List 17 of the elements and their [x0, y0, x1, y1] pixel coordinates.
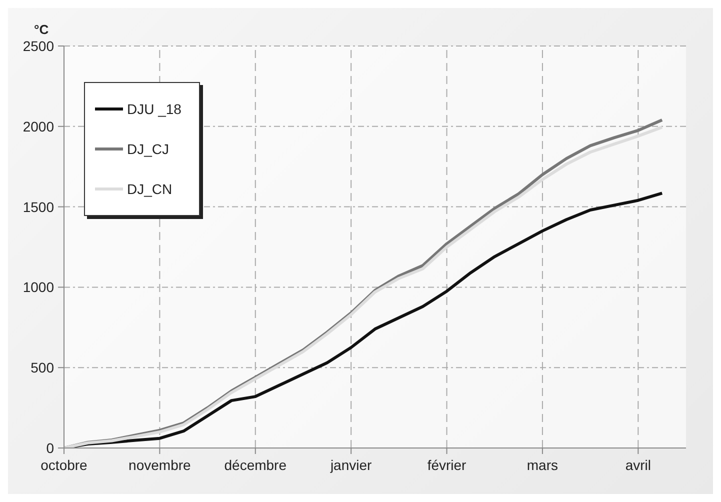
y-tick-label: 500 [30, 360, 54, 376]
y-tick-label: 0 [46, 440, 54, 456]
x-tick-label: novembre [128, 456, 192, 473]
x-tick-label: avril [625, 456, 651, 473]
legend-label: DJ_CN [127, 181, 172, 197]
legend-label: DJU _18 [127, 101, 182, 117]
y-tick-label: 1000 [22, 279, 54, 296]
x-tick-label: février [427, 456, 467, 473]
y-axis-title: °C [34, 22, 49, 37]
x-tick-label: mars [526, 456, 558, 473]
legend-label: DJ_CJ [127, 141, 170, 157]
x-tick-label: décembre [224, 456, 287, 473]
x-tick-label: janvier [329, 456, 372, 473]
y-tick-label: 1500 [22, 198, 54, 215]
x-tick-label: octobre [40, 456, 88, 473]
y-tick-label: 2500 [22, 38, 54, 54]
y-tick-label: 2000 [22, 118, 54, 134]
